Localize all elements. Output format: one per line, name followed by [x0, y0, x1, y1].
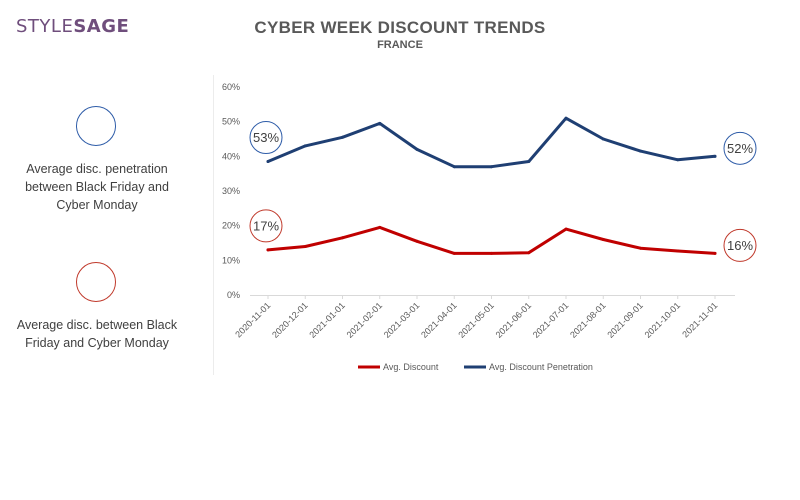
series-line-1: [266, 116, 717, 169]
x-tick-label: 2020-11-01: [233, 300, 272, 339]
data-point: [639, 149, 642, 153]
data-point: [639, 246, 642, 250]
panel-divider: [213, 75, 214, 375]
y-tick-label: 60%: [222, 82, 240, 92]
red-circle-icon: [76, 262, 116, 302]
x-tick-label: 2021-04-01: [419, 300, 459, 340]
x-tick-label: 2021-09-01: [605, 300, 645, 340]
y-tick-label: 10%: [222, 255, 240, 265]
data-point: [676, 249, 680, 253]
logo-part-sage: SAGE: [73, 16, 130, 37]
series-line-0: [266, 225, 717, 255]
data-point: [601, 137, 605, 141]
data-point: [452, 165, 456, 169]
data-point: [601, 238, 605, 242]
blue-circle-icon: [76, 106, 116, 146]
data-point: [452, 251, 456, 255]
callout-circle: [249, 209, 283, 243]
data-point: [713, 251, 717, 255]
y-tick-label: 20%: [222, 221, 240, 231]
y-tick-label: 30%: [222, 186, 240, 196]
x-tick-label: 2021-02-01: [345, 300, 385, 340]
stylesage-logo: STYLESAGE: [16, 16, 129, 37]
legend-label: Avg. Discount: [383, 362, 439, 372]
data-point: [341, 135, 344, 139]
callout-label: 52%: [727, 141, 753, 156]
data-point: [378, 121, 382, 125]
data-point: [564, 116, 568, 120]
data-point: [490, 165, 493, 169]
logo-part-style: STYLE: [16, 16, 74, 37]
data-point: [303, 144, 307, 148]
data-point: [713, 154, 717, 158]
x-tick-label: 2021-07-01: [531, 300, 571, 340]
data-point: [303, 244, 307, 248]
chart-subtitle: FRANCE: [377, 39, 423, 51]
data-point: [266, 160, 270, 164]
callout-circle: [723, 131, 757, 165]
chart-title: CYBER WEEK DISCOUNT TRENDS: [254, 18, 546, 37]
x-tick-label: 2021-10-01: [643, 300, 683, 340]
legend-label: Avg. Discount Penetration: [489, 362, 593, 372]
callout-label: 16%: [727, 238, 753, 253]
x-tick-label: 2021-06-01: [494, 300, 534, 340]
x-tick-label: 2020-12-01: [270, 300, 310, 340]
data-point: [490, 251, 493, 255]
x-tick-label: 2021-03-01: [382, 300, 422, 340]
data-point: [341, 236, 344, 240]
x-tick-label: 2021-08-01: [568, 300, 608, 340]
x-tick-label: 2021-05-01: [456, 300, 496, 340]
data-point: [564, 227, 568, 231]
y-tick-label: 40%: [222, 151, 240, 161]
data-point: [527, 251, 531, 255]
callout-label: 17%: [253, 218, 279, 233]
data-point: [378, 225, 382, 229]
discount-note: Average disc. between Black Friday and C…: [16, 318, 178, 350]
data-point: [527, 160, 531, 164]
y-tick-label: 50%: [222, 117, 240, 127]
callout-label: 53%: [253, 130, 279, 145]
callout-circle: [249, 121, 283, 155]
x-tick-label: 2021-01-01: [307, 300, 347, 340]
penetration-note: Average disc. penetration between Black …: [25, 162, 169, 212]
data-point: [676, 158, 680, 162]
data-point: [415, 239, 419, 243]
data-point: [415, 147, 419, 151]
callout-circle: [723, 228, 757, 262]
y-tick-label: 0%: [227, 290, 240, 300]
x-tick-label: 2021-11-01: [680, 300, 719, 339]
data-point: [266, 248, 270, 252]
